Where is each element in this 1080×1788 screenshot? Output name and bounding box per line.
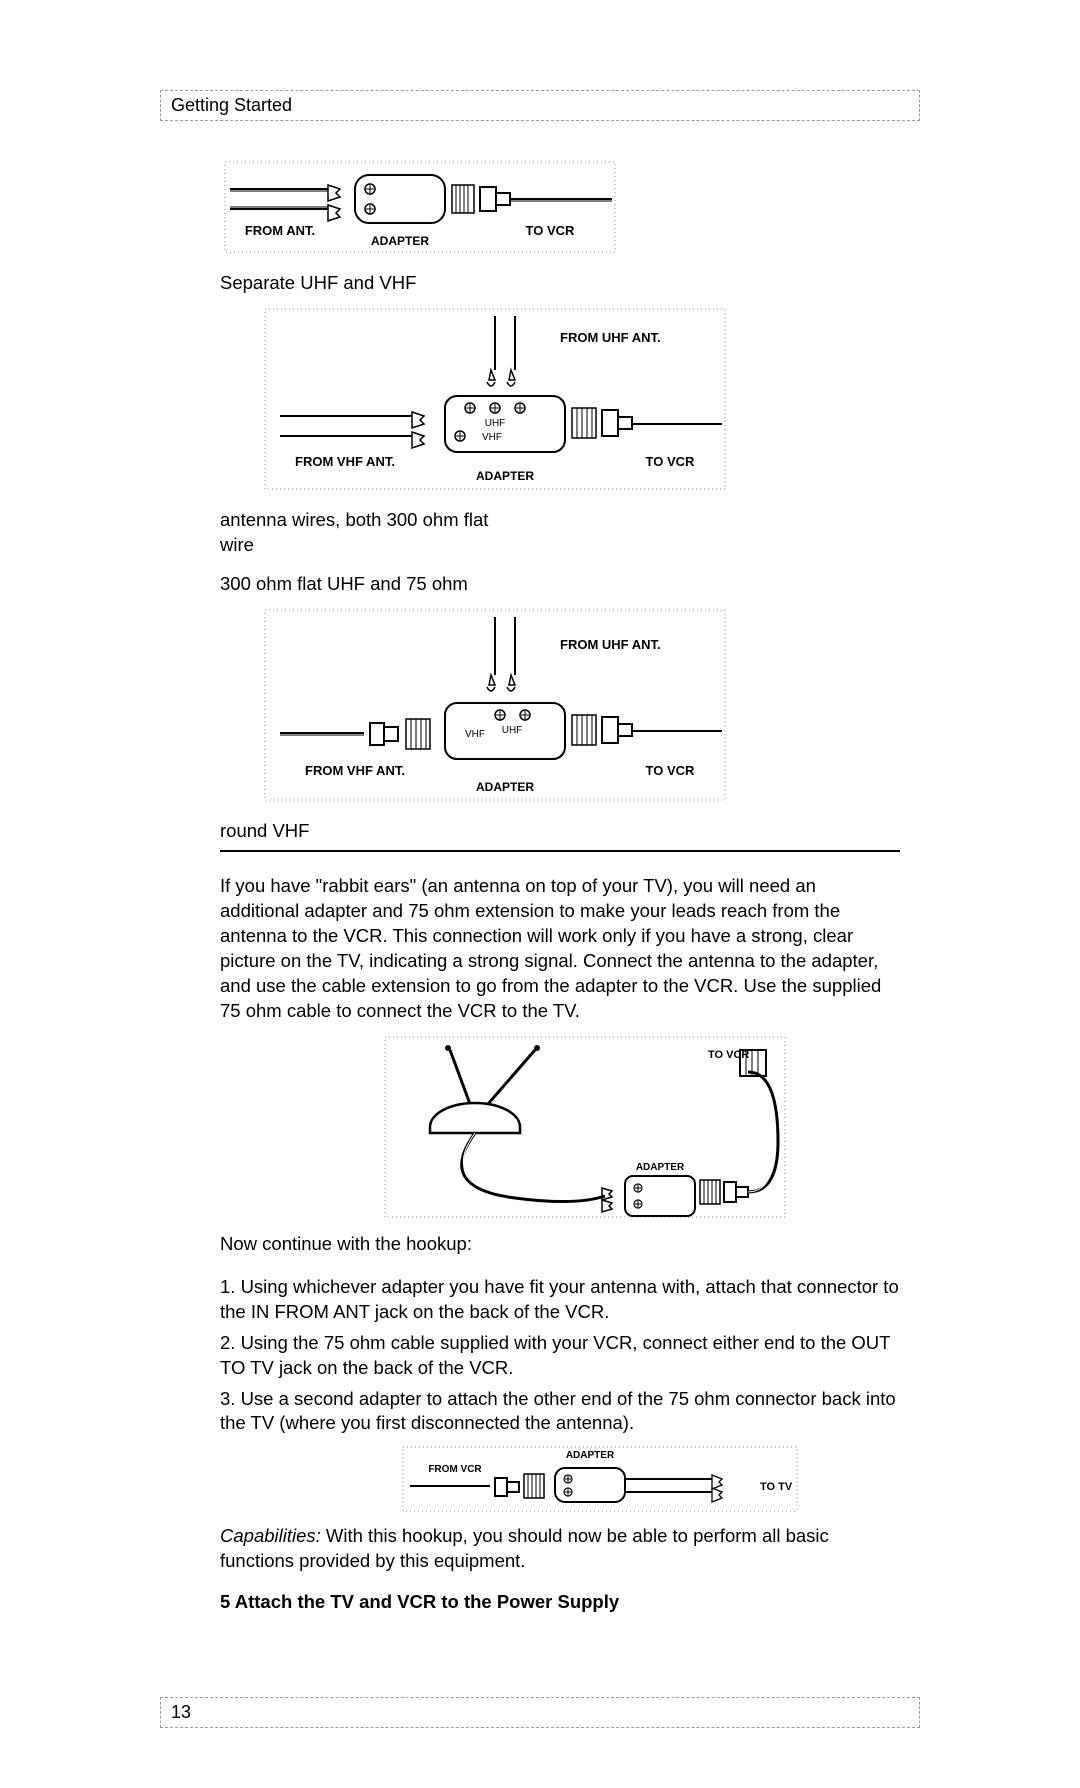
diagram-flat-uhf-round-vhf: FROM UHF ANT. VHF UHF FROM VHF ANT. ADAP… [260, 605, 900, 805]
d4-adapter: ADAPTER [636, 1162, 685, 1173]
d2-from-vhf: FROM VHF ANT. [295, 454, 395, 469]
d5-from-vcr: FROM VCR [428, 1464, 482, 1475]
diagram-single-antenna: FROM ANT. ADAPTER TO VCR [220, 157, 900, 257]
d3-uhf-lbl: UHF [502, 725, 523, 736]
text-capabilities: Capabilities: With this hookup, you shou… [220, 1524, 900, 1574]
d5-to-tv: TO TV [760, 1481, 793, 1493]
diagram-rabbit-ears: ADAPTER TO VCR [380, 1032, 900, 1222]
page-header: Getting Started [160, 90, 920, 121]
heading-separate-uhf-vhf: Separate UHF and VHF [220, 271, 900, 296]
page-number: 13 [171, 1702, 191, 1722]
d1-adapter: ADAPTER [371, 234, 429, 248]
text-step1: 1. Using whichever adapter you have fit … [220, 1275, 900, 1325]
d2-uhf-lbl: UHF [485, 418, 506, 429]
section-title: Getting Started [171, 95, 292, 115]
text-antenna-wires: antenna wires, both 300 ohm flat wire [220, 508, 520, 558]
d2-from-uhf: FROM UHF ANT. [560, 330, 661, 345]
d3-from-uhf: FROM UHF ANT. [560, 637, 661, 652]
d3-from-vhf: FROM VHF ANT. [305, 763, 405, 778]
text-flat-uhf-75ohm: 300 ohm flat UHF and 75 ohm [220, 572, 900, 597]
text-round-vhf: round VHF [220, 819, 900, 844]
diagram-vcr-to-tv: ADAPTER FROM VCR TO TV [400, 1444, 900, 1514]
d2-adapter: ADAPTER [476, 469, 534, 483]
divider [220, 850, 900, 852]
d1-tovcr: TO VCR [526, 223, 575, 238]
page-footer: 13 [160, 1697, 920, 1728]
page-content: FROM ANT. ADAPTER TO VCR Separate UHF an… [160, 157, 920, 1615]
capabilities-label: Capabilities: [220, 1525, 321, 1546]
text-step2: 2. Using the 75 ohm cable supplied with … [220, 1331, 900, 1381]
d2-tovcr: TO VCR [646, 454, 695, 469]
d3-adapter: ADAPTER [476, 780, 534, 794]
d5-adapter-top: ADAPTER [566, 1450, 615, 1461]
text-step3: 3. Use a second adapter to attach the ot… [220, 1387, 900, 1437]
d2-vhf-lbl: VHF [482, 432, 502, 443]
d1-from-ant: FROM ANT. [245, 223, 315, 238]
d3-vhf-lbl: VHF [465, 729, 485, 740]
text-continue: Now continue with the hookup: [220, 1232, 900, 1257]
diagram-separate-uhf-vhf: FROM UHF ANT. UHF VHF FROM VHF ANT. ADAP… [260, 304, 900, 494]
text-rabbit-ears: If you have "rabbit ears" (an antenna on… [220, 874, 900, 1024]
d4-tovcr: TO VCR [708, 1049, 749, 1061]
heading-section-5: 5 Attach the TV and VCR to the Power Sup… [220, 1590, 900, 1615]
d3-tovcr: TO VCR [646, 763, 695, 778]
